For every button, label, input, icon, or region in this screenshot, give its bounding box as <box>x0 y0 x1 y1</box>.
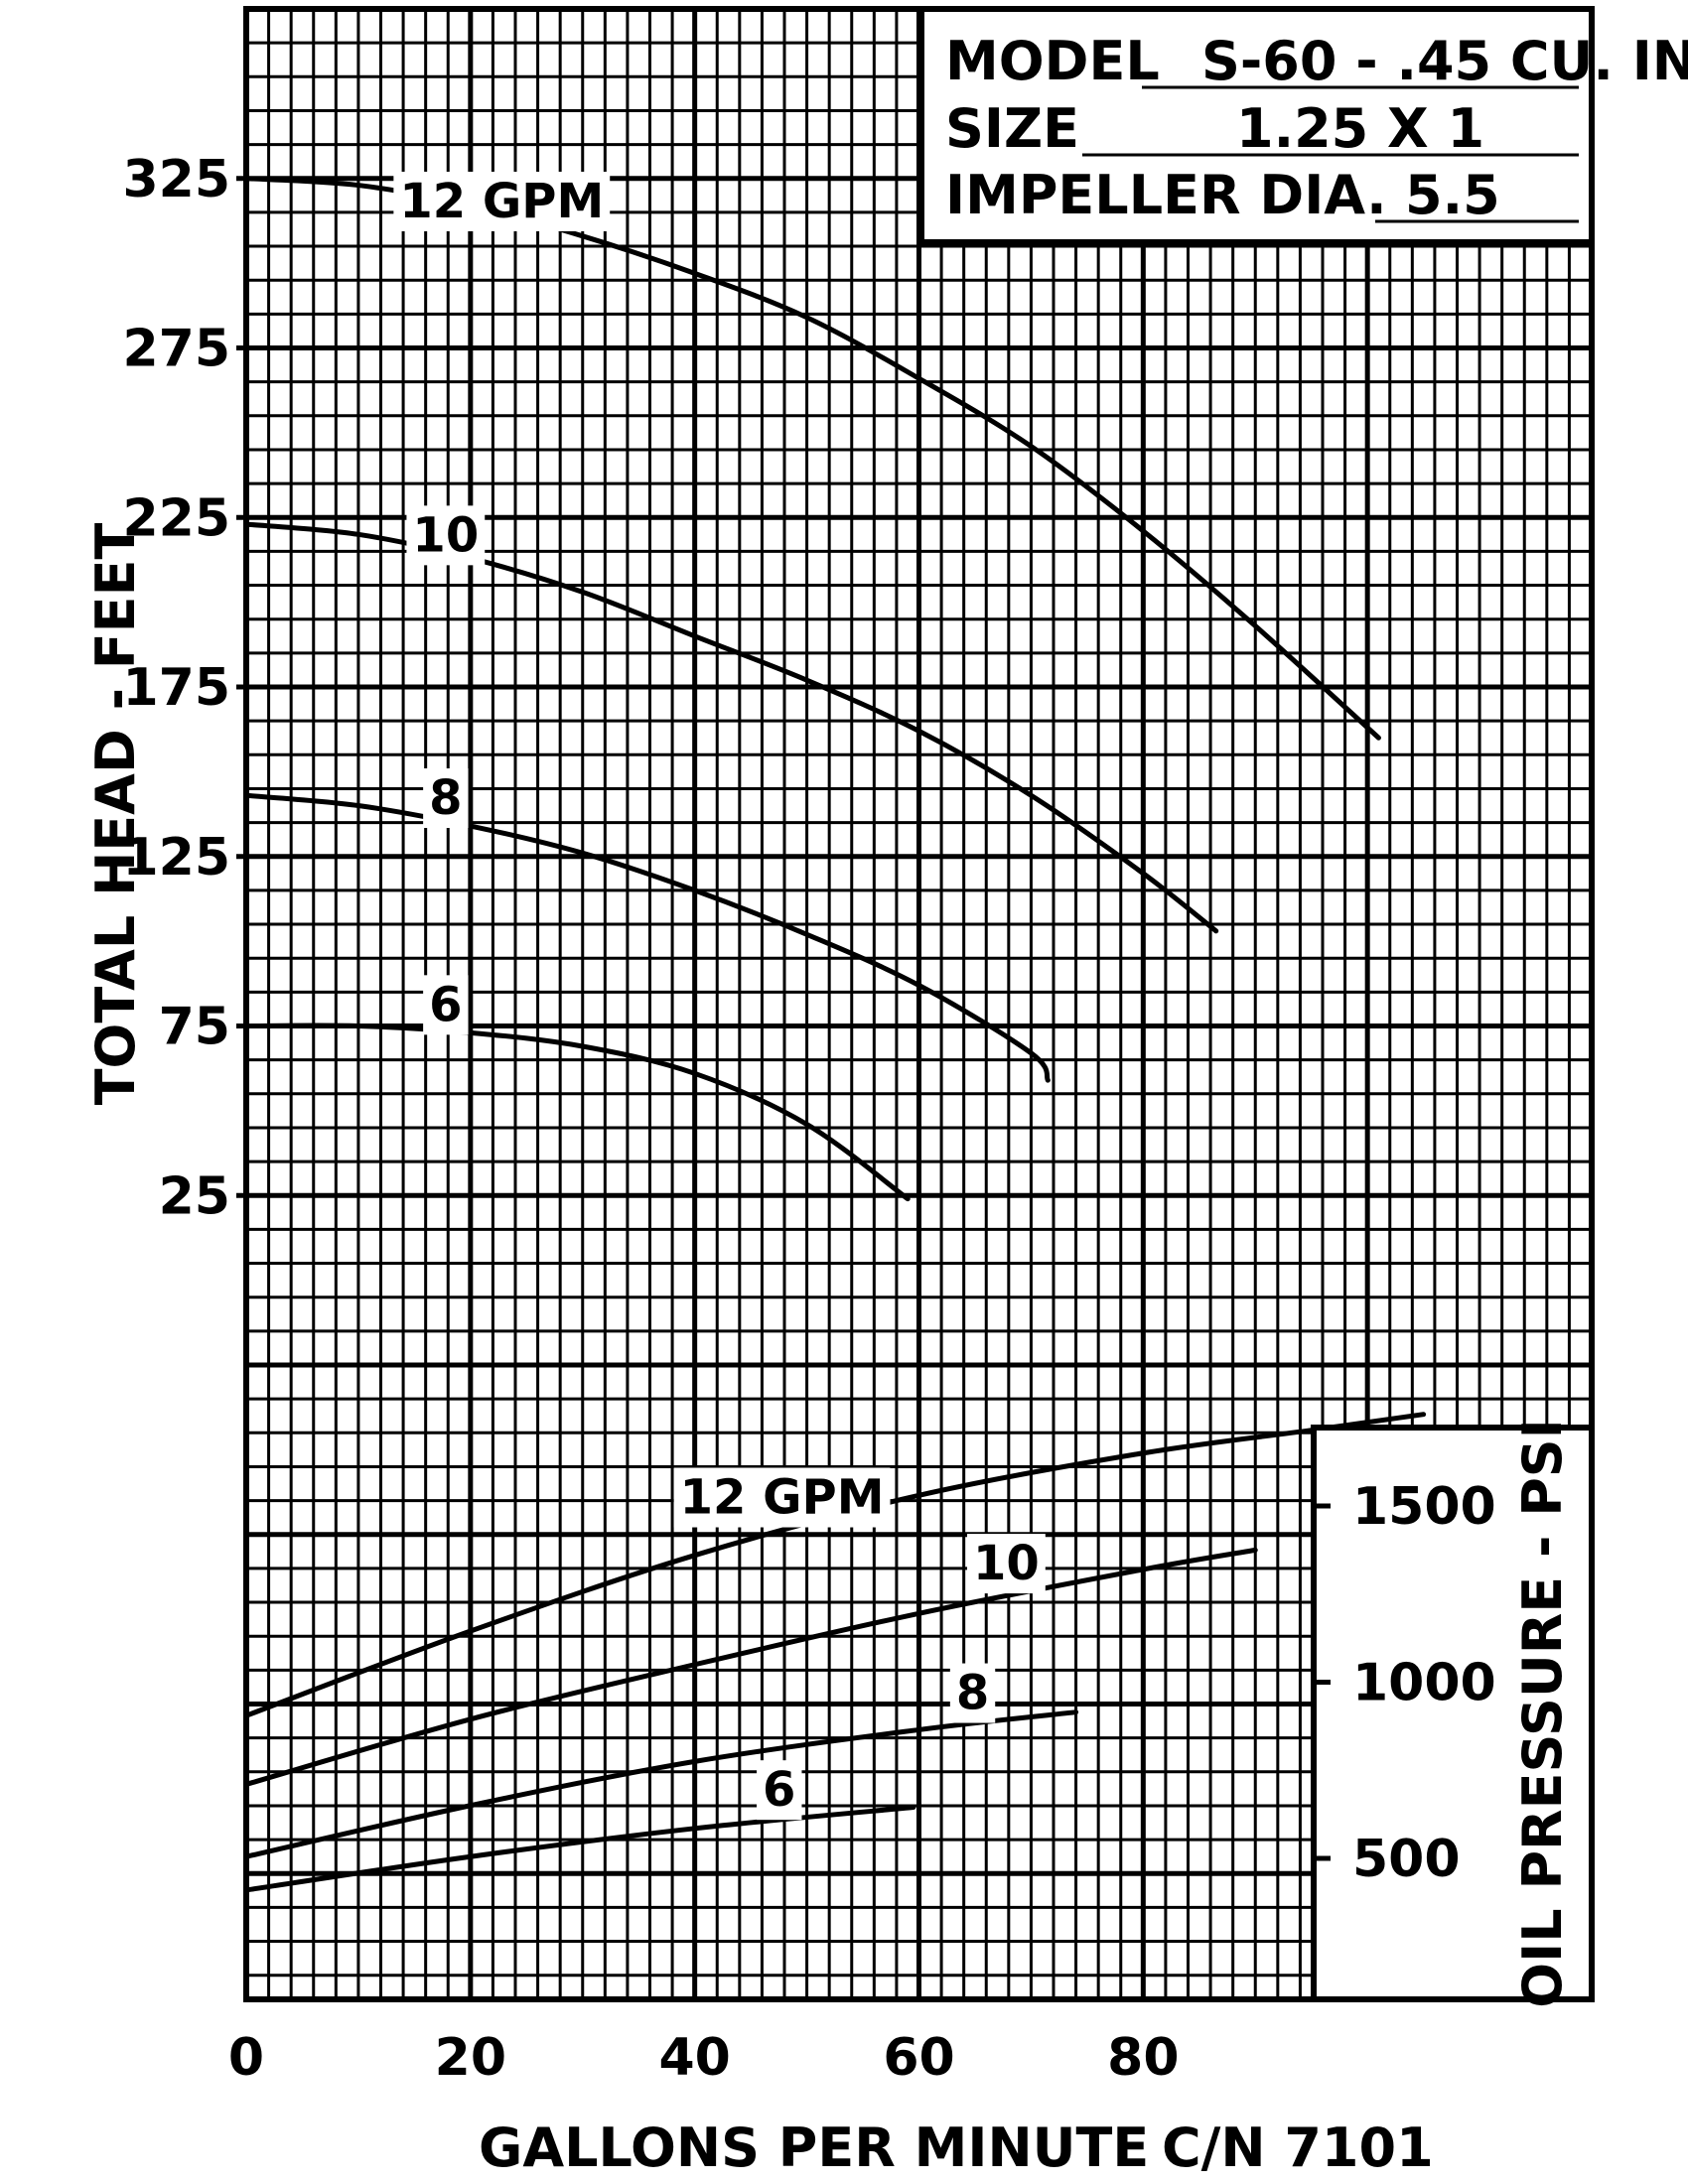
pressure-curve-8 <box>243 1709 1079 1859</box>
model-label: MODEL <box>945 30 1160 92</box>
head-curve-label: 10 <box>412 507 479 563</box>
head-curve-label-bg <box>423 975 469 1035</box>
head-curve-label: 6 <box>429 977 462 1032</box>
pressure-curve-label-bg <box>673 1467 891 1528</box>
head-curve-label: 8 <box>429 770 462 826</box>
pressure-curve-label: 12 GPM <box>680 1470 885 1526</box>
x-axis-tick-label: 80 <box>1107 2028 1179 2088</box>
chart-curves <box>243 176 1427 1893</box>
pressure-axis-box <box>1311 1425 1595 2002</box>
y-axis-title-pressure: OIL PRESSURE - PSI <box>1511 1419 1574 2008</box>
head-axis-tick-label: 25 <box>159 1166 230 1226</box>
size-label: SIZE <box>945 97 1079 160</box>
head-axis-tick-label: 275 <box>122 320 230 379</box>
head-axis-tick-label: 125 <box>122 828 230 887</box>
info-box-background <box>921 9 1592 242</box>
head-curve-label-bg <box>423 768 469 829</box>
pressure-curve-label-bg <box>967 1534 1046 1594</box>
pressure-axis-ticks: 1500 1000 500 <box>1314 1477 1496 1889</box>
head-curve-label-bg <box>393 171 611 231</box>
curve-labels: 12 GPM 10 8 6 12 GPM 10 8 6 <box>393 171 1046 1821</box>
head-axis-tick-label: 225 <box>122 488 230 548</box>
head-axis-tick-label: 75 <box>159 998 230 1057</box>
pressure-axis-tick-label: 1500 <box>1352 1477 1496 1537</box>
head-curve-label: 12 GPM <box>399 174 604 229</box>
chart-grid <box>246 9 1592 1999</box>
info-box <box>918 6 1595 245</box>
impeller-label: IMPELLER DIA. <box>945 164 1387 226</box>
head-axis-tick-label: 175 <box>122 658 230 718</box>
head-curve-6 <box>243 1023 911 1202</box>
pressure-axis-tick-label: 1000 <box>1352 1654 1496 1713</box>
x-axis-ticks: 0 20 40 60 80 <box>228 2028 1180 2088</box>
pressure-curve-10 <box>243 1547 1258 1787</box>
model-value: S-60 - .45 CU. IN. <box>1201 30 1688 92</box>
pressure-curve-label-bg <box>949 1663 996 1723</box>
head-axis-tick-label: 325 <box>122 150 230 209</box>
pressure-curve-label: 10 <box>973 1536 1040 1591</box>
head-curve-label-bg <box>406 505 486 566</box>
y-axis-title-head: TOTAL HEAD - FEET <box>84 523 147 1106</box>
x-axis-tick-label: 40 <box>658 2028 730 2088</box>
pressure-curve-6 <box>243 1805 916 1893</box>
x-axis-title: GALLONS PER MINUTE <box>479 2116 1149 2179</box>
size-value: 1.25 X 1 <box>1236 97 1484 160</box>
impeller-value: 5.5 <box>1405 164 1500 226</box>
x-axis-tick-label: 60 <box>883 2028 954 2088</box>
head-curve-8 <box>243 792 1051 1083</box>
x-axis-tick-label: 20 <box>435 2028 506 2088</box>
catalog-number: C/N 7101 <box>1162 2116 1434 2179</box>
pressure-curve-label: 6 <box>763 1762 795 1818</box>
pressure-axis-background <box>1314 1428 1592 1999</box>
pressure-axis-tick-label: 500 <box>1352 1830 1461 1889</box>
x-axis-tick-label: 0 <box>228 2028 264 2088</box>
pressure-curve-label: 8 <box>956 1666 989 1721</box>
head-axis-ticks: 325 275 225 175 125 75 25 <box>122 150 246 1226</box>
pressure-curve-label-bg <box>757 1760 802 1821</box>
